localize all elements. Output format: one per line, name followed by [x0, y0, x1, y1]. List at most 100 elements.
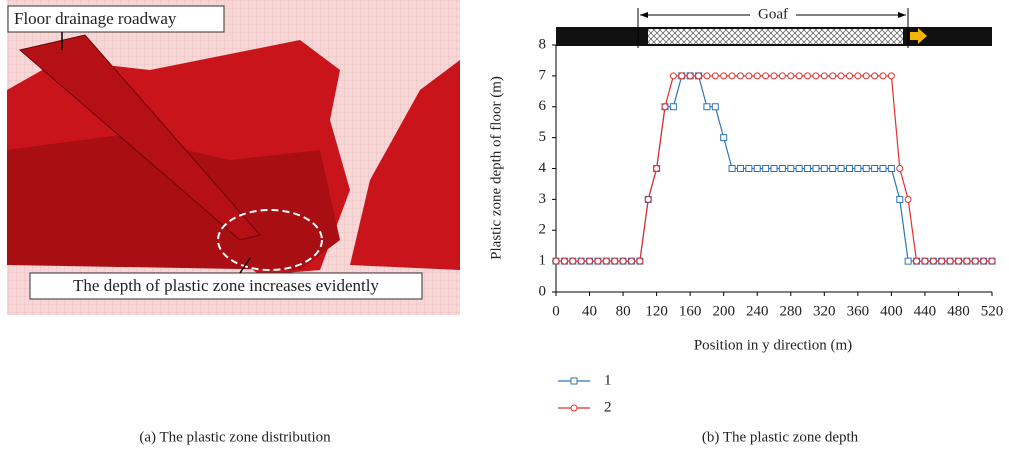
marker	[837, 72, 845, 80]
marker	[770, 72, 778, 80]
marker	[736, 72, 744, 80]
advance-arrow	[910, 28, 927, 44]
marker	[611, 257, 619, 265]
marker	[812, 165, 820, 172]
marker	[896, 195, 904, 203]
marker	[778, 72, 786, 80]
x-tick-label: 480	[947, 303, 970, 319]
x-tick-label: 160	[679, 303, 702, 319]
marker	[988, 257, 996, 265]
marker	[720, 72, 728, 80]
marker	[963, 257, 971, 265]
marker	[862, 165, 870, 172]
y-tick-label: 5	[539, 129, 547, 145]
y-tick-label: 7	[539, 67, 547, 83]
marker	[695, 72, 703, 80]
marker	[711, 72, 719, 80]
marker	[913, 257, 921, 265]
marker	[954, 257, 962, 265]
marker	[728, 165, 736, 172]
marker	[669, 72, 677, 80]
marker	[669, 103, 677, 111]
y-tick-label: 8	[539, 36, 547, 52]
marker	[837, 165, 845, 172]
marker	[946, 257, 954, 265]
annotation: Goaf	[758, 6, 788, 22]
marker	[887, 72, 895, 80]
marker	[661, 103, 669, 111]
legend-label: 1	[604, 372, 612, 388]
roadway	[18, 34, 261, 241]
arrowhead	[898, 12, 906, 18]
marker	[854, 72, 862, 80]
marker	[736, 165, 744, 172]
marker	[678, 72, 686, 80]
label-box	[7, 5, 225, 33]
x-axis-title: Position in y direction (m)	[694, 337, 852, 353]
marker	[619, 257, 627, 265]
marker	[552, 257, 560, 265]
marker	[871, 165, 879, 172]
marker	[762, 72, 770, 80]
label: The depth of plastic zone increases evid…	[73, 276, 379, 295]
marker	[871, 72, 879, 80]
y-axis-title: Plastic zone depth of floor (m)	[488, 76, 504, 260]
y-tick-label: 4	[539, 160, 547, 176]
y-tick-label: 6	[539, 98, 547, 114]
marker	[627, 257, 635, 265]
marker	[862, 72, 870, 80]
marker	[762, 165, 770, 172]
marker	[938, 257, 946, 265]
legend-marker	[570, 377, 578, 385]
marker	[921, 257, 929, 265]
x-tick-label: 280	[780, 303, 803, 319]
marker	[602, 257, 610, 265]
marker	[728, 72, 736, 80]
x-tick-label: 200	[712, 303, 735, 319]
marker	[586, 257, 594, 265]
marker	[812, 72, 820, 80]
marker	[854, 165, 862, 172]
panel-a: Floor drainage roadway The depth of plas…	[7, 0, 460, 445]
marker	[653, 165, 661, 172]
marker	[971, 257, 979, 265]
marker	[879, 165, 887, 172]
marker	[804, 165, 812, 172]
marker	[686, 72, 694, 80]
goaf-bar: Goaf	[556, 6, 992, 48]
y-tick-label: 0	[539, 283, 547, 299]
marker	[845, 72, 853, 80]
legend-marker	[570, 404, 578, 412]
x-tick-label: 240	[746, 303, 769, 319]
marker	[980, 257, 988, 265]
x-tick-label: 520	[981, 303, 1004, 319]
y-tick-label: 1	[539, 253, 547, 269]
pointer	[239, 257, 251, 274]
caption: (a) The plastic zone distribution	[139, 429, 331, 445]
marker	[829, 165, 837, 172]
marker	[720, 134, 728, 142]
goaf-area	[648, 29, 903, 44]
caption: (b) The plastic zone depth	[702, 429, 859, 445]
marker	[795, 165, 803, 172]
marker	[778, 165, 786, 172]
marker	[753, 165, 761, 172]
marker	[753, 72, 761, 80]
marker	[644, 195, 652, 203]
marker	[636, 257, 644, 265]
arrowhead	[640, 12, 648, 18]
marker	[569, 257, 577, 265]
highlight	[217, 209, 323, 271]
x-tick-label: 80	[616, 303, 631, 319]
marker	[745, 72, 753, 80]
marker	[770, 165, 778, 172]
y-tick-label: 2	[539, 222, 547, 238]
x-tick-label: 440	[914, 303, 937, 319]
marker	[896, 165, 904, 172]
marker	[795, 72, 803, 80]
marker	[703, 72, 711, 80]
marker	[904, 195, 912, 203]
marker	[804, 72, 812, 80]
marker	[711, 103, 719, 111]
